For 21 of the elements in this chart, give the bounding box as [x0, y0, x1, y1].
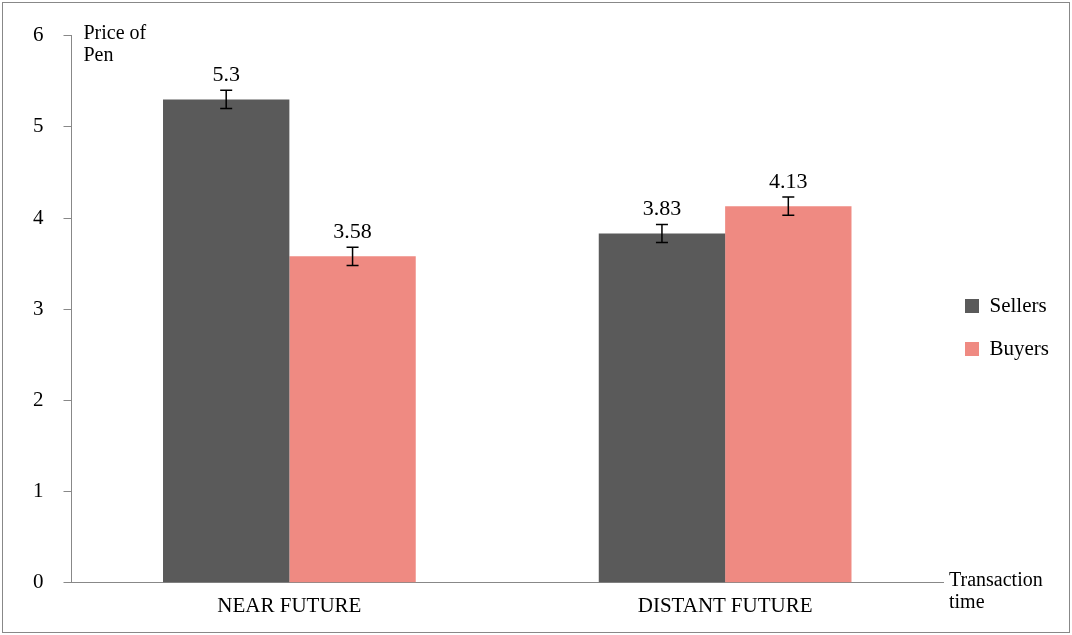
x-tick-label: DISTANT FUTURE: [637, 592, 813, 617]
data-label: 4.13: [769, 167, 808, 193]
y-tick-label: 1: [33, 478, 44, 503]
y-tick-label: 2: [33, 386, 44, 411]
y-tick-label: 4: [33, 204, 44, 229]
data-label: 5.3: [212, 61, 240, 87]
y-tick-label: 5: [33, 113, 44, 138]
x-axis-title: Transaction time: [949, 568, 1043, 613]
bar: [725, 206, 852, 583]
y-tick-label: 0: [33, 569, 44, 594]
bar: [289, 256, 416, 583]
y-tick-label: 3: [33, 295, 44, 320]
x-tick-label: NEAR FUTURE: [217, 592, 362, 617]
data-label: 3.58: [333, 217, 372, 243]
data-label: 3.83: [642, 195, 682, 221]
legend-label: Buyers: [989, 335, 1050, 360]
y-axis-title: Price of Pen: [83, 20, 147, 65]
legend-label: Sellers: [989, 292, 1047, 317]
bar: [163, 99, 290, 583]
y-tick-label: 6: [33, 22, 44, 47]
bar: [598, 233, 726, 583]
